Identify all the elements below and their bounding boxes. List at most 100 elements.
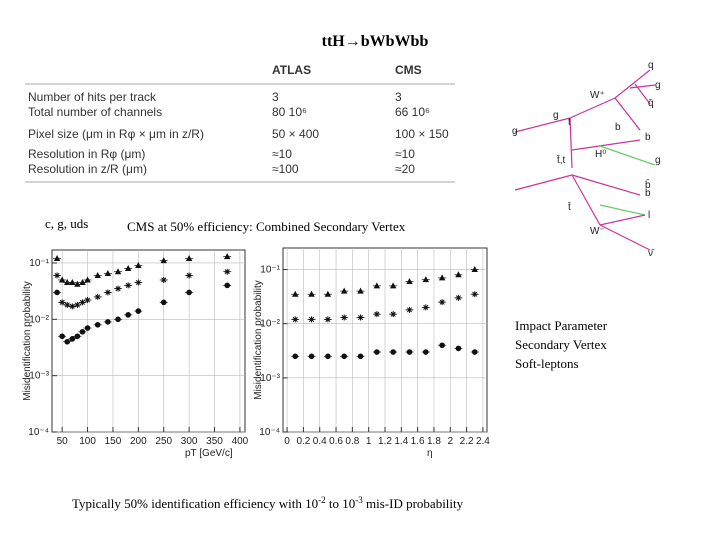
marker: [64, 279, 71, 286]
marker: [64, 301, 71, 308]
marker: [324, 316, 331, 323]
table-cell: 3: [395, 90, 402, 104]
table-cell: ≈10: [272, 147, 292, 161]
chart: 10⁻⁴ 10⁻³ 10⁻² 10⁻¹ 50 100 150 200 250 300 350 400p…: [22, 249, 249, 459]
diagram-label: b: [615, 122, 621, 133]
table-cell: 100 × 150: [395, 127, 449, 141]
chart: 10⁻⁴ 10⁻³ 10⁻² 10⁻¹ 0 0.2 0.4 0.6 0.8 1 1.2 1.4 1.6 1…: [253, 247, 490, 459]
x-tick-label: 2.4: [476, 436, 490, 447]
marker: [373, 311, 380, 318]
marker: [74, 301, 81, 308]
quark-line: [614, 69, 651, 99]
marker: [104, 289, 111, 296]
marker: [357, 287, 364, 294]
quark-line: [634, 83, 651, 105]
marker: [84, 297, 91, 304]
table-cell: 80 10⁶: [272, 105, 307, 119]
footer: Typically 50% identification efficiency …: [72, 495, 464, 511]
flavours: c, g, uds: [45, 216, 88, 231]
marker: [374, 349, 380, 355]
feynman-diagram: q g q̄ W⁺ g t b b g t̄,t H⁰ b g b̄ t̄ l …: [512, 60, 661, 259]
y-axis-label: Misidentification probability: [253, 280, 264, 400]
y-tick-label: 10⁻³: [29, 371, 49, 382]
diagram-label: q̄: [648, 98, 654, 109]
marker: [224, 268, 231, 275]
diagram-label: g: [655, 155, 661, 166]
marker: [135, 308, 142, 314]
marker: [455, 271, 462, 278]
marker: [84, 276, 91, 283]
gluon: [599, 204, 646, 216]
footer-text: Typically 50% identification efficiency …: [72, 496, 318, 511]
gluon: [514, 117, 571, 133]
x-tick-label: 100: [79, 436, 96, 447]
marker: [115, 316, 121, 323]
marker: [390, 311, 397, 318]
diagram-label: t̄: [567, 201, 571, 213]
diagram-label: ν̄: [648, 248, 655, 259]
x-tick-label: 0: [284, 436, 290, 447]
title: ttH→bWbWbb: [322, 33, 429, 50]
diagram-label: l: [648, 210, 650, 221]
y-tick-label: 10⁻¹: [260, 265, 280, 276]
marker: [59, 299, 66, 306]
y-tick-label: 10⁻³: [260, 373, 280, 384]
marker: [439, 342, 445, 349]
table-cell: Pixel size (μm in Rφ × μm in z/R): [28, 127, 204, 141]
y-tick-label: 10⁻²: [260, 319, 280, 330]
x-tick-label: 0.4: [313, 436, 327, 447]
marker: [64, 338, 71, 345]
marker: [94, 293, 101, 300]
marker: [308, 290, 315, 297]
diagram-label: g: [655, 80, 661, 91]
marker: [341, 353, 348, 360]
marker: [308, 353, 315, 360]
x-tick-label: 250: [155, 436, 172, 447]
x-tick-label: 2: [447, 436, 453, 447]
x-tick-label: 1: [366, 436, 372, 447]
table-cell: ≈10: [395, 147, 415, 161]
x-tick-label: 50: [57, 436, 69, 447]
marker: [79, 299, 86, 306]
marker: [185, 255, 193, 262]
x-tick-label: 0.6: [329, 436, 343, 447]
x-axis-label: pT [GeV/c]: [185, 448, 233, 459]
marker: [160, 257, 167, 264]
higgs: [571, 139, 641, 151]
quark-line: [569, 97, 616, 119]
table-header: ATLAS: [272, 63, 311, 77]
diagram-label: t̄,t: [556, 154, 565, 166]
x-tick-label: 1.4: [394, 436, 408, 447]
diagram-label: g: [512, 126, 518, 137]
marker: [292, 290, 299, 297]
marker: [54, 272, 61, 279]
footer-text: to 10: [326, 496, 356, 511]
marker: [186, 272, 193, 279]
table-cell: Resolution in Rφ (μm): [28, 147, 145, 161]
table-cell: 3: [272, 90, 279, 104]
y-tick-label: 10⁻⁴: [28, 427, 49, 438]
marker: [79, 329, 86, 335]
diagram-label: g: [553, 110, 559, 121]
marker: [135, 262, 142, 269]
diagram-label: q: [648, 60, 654, 71]
marker: [292, 353, 299, 360]
method: Soft-leptons: [515, 356, 579, 371]
footer-exponent: -2: [318, 495, 326, 505]
plot-frame: [51, 249, 246, 433]
table-header: CMS: [395, 63, 422, 77]
marker: [54, 289, 60, 296]
marker: [79, 279, 86, 286]
y-tick-label: 10⁻⁴: [259, 427, 280, 438]
marker: [105, 319, 111, 325]
marker: [438, 274, 446, 281]
marker: [471, 349, 478, 355]
marker: [406, 349, 413, 355]
x-tick-label: 0.2: [296, 436, 310, 447]
marker: [58, 276, 66, 283]
marker: [357, 314, 364, 321]
gluon: [514, 174, 573, 191]
gluon: [599, 145, 656, 166]
diagram-label: b̄: [645, 178, 651, 191]
